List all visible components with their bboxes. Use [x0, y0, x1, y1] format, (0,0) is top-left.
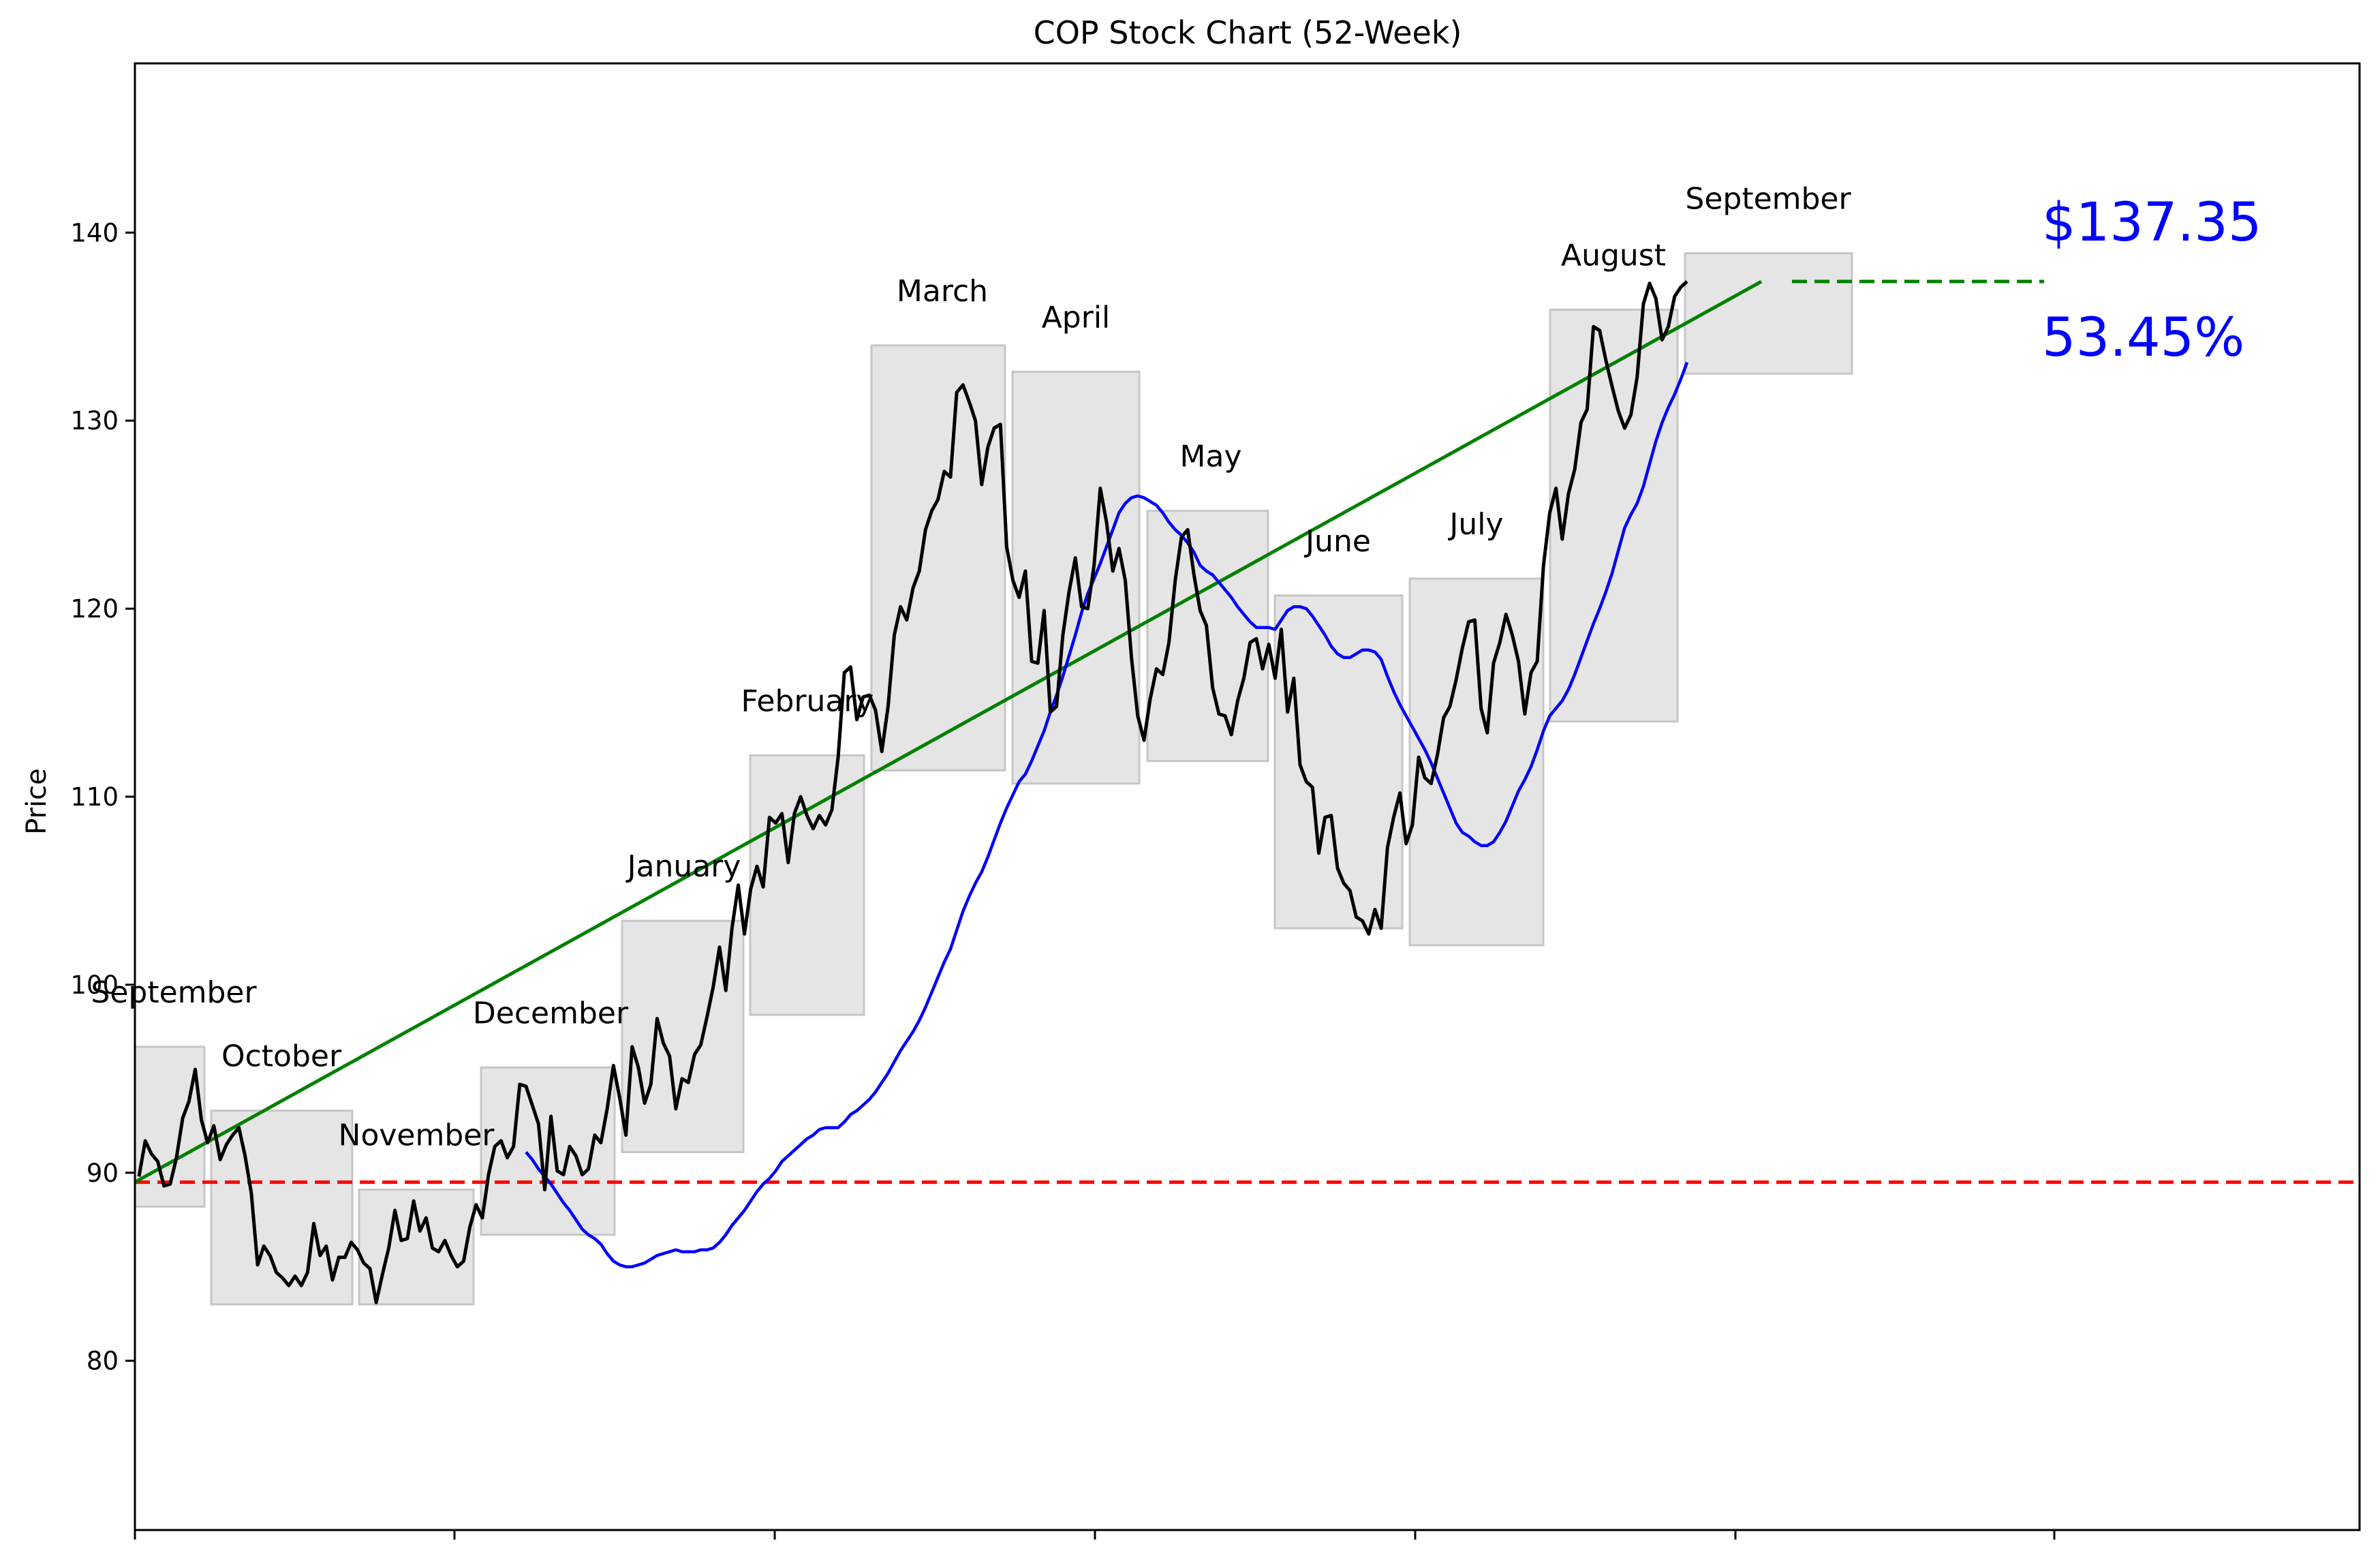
- change-percent-annotation: 53.45%: [2042, 307, 2244, 369]
- last-price-annotation: $137.35: [2042, 192, 2262, 254]
- chart-title: COP Stock Chart (52-Week): [1034, 14, 1462, 51]
- trend-line: [134, 279, 1763, 1184]
- plot-frame: [134, 62, 2361, 1531]
- y-tick-label: 110: [70, 782, 119, 812]
- month-label: March: [897, 274, 988, 309]
- y-tick-label: 90: [87, 1159, 119, 1188]
- month-label: September: [1685, 182, 1851, 217]
- month-box: [1273, 594, 1404, 930]
- month-box: [1011, 370, 1141, 785]
- price-line: [137, 280, 1688, 1304]
- month-label: October: [221, 1039, 342, 1074]
- month-boxes: [134, 252, 1853, 1306]
- price-series: [137, 280, 1689, 1304]
- y-tick-label: 120: [70, 594, 119, 624]
- month-label: November: [339, 1118, 495, 1153]
- y-tick-label: 100: [70, 970, 119, 1000]
- y-tick-label: 80: [87, 1347, 119, 1376]
- month-labels: September October November December January F…: [91, 182, 1851, 1153]
- month-box: [1549, 308, 1679, 723]
- axes: 80 90 100 110 120 130 140: [70, 62, 2361, 1540]
- reference-lines: [134, 279, 2360, 1184]
- y-axis-title: Price: [21, 768, 52, 835]
- moving-average-line: [525, 361, 1689, 1268]
- y-tick-label: 140: [70, 218, 119, 247]
- month-label: December: [473, 996, 629, 1030]
- month-box: [210, 1110, 354, 1306]
- y-tick-label: 130: [70, 406, 119, 435]
- month-label: February: [741, 684, 874, 718]
- month-label: August: [1561, 238, 1666, 273]
- month-box: [621, 919, 745, 1153]
- month-box: [749, 754, 865, 1016]
- month-label: May: [1180, 440, 1242, 474]
- month-label: April: [1042, 300, 1111, 335]
- month-label: June: [1303, 524, 1371, 559]
- month-label: July: [1447, 507, 1503, 542]
- month-box: [870, 344, 1006, 771]
- month-label: September: [91, 975, 257, 1010]
- month-label: January: [625, 849, 741, 884]
- month-box: [1684, 252, 1853, 375]
